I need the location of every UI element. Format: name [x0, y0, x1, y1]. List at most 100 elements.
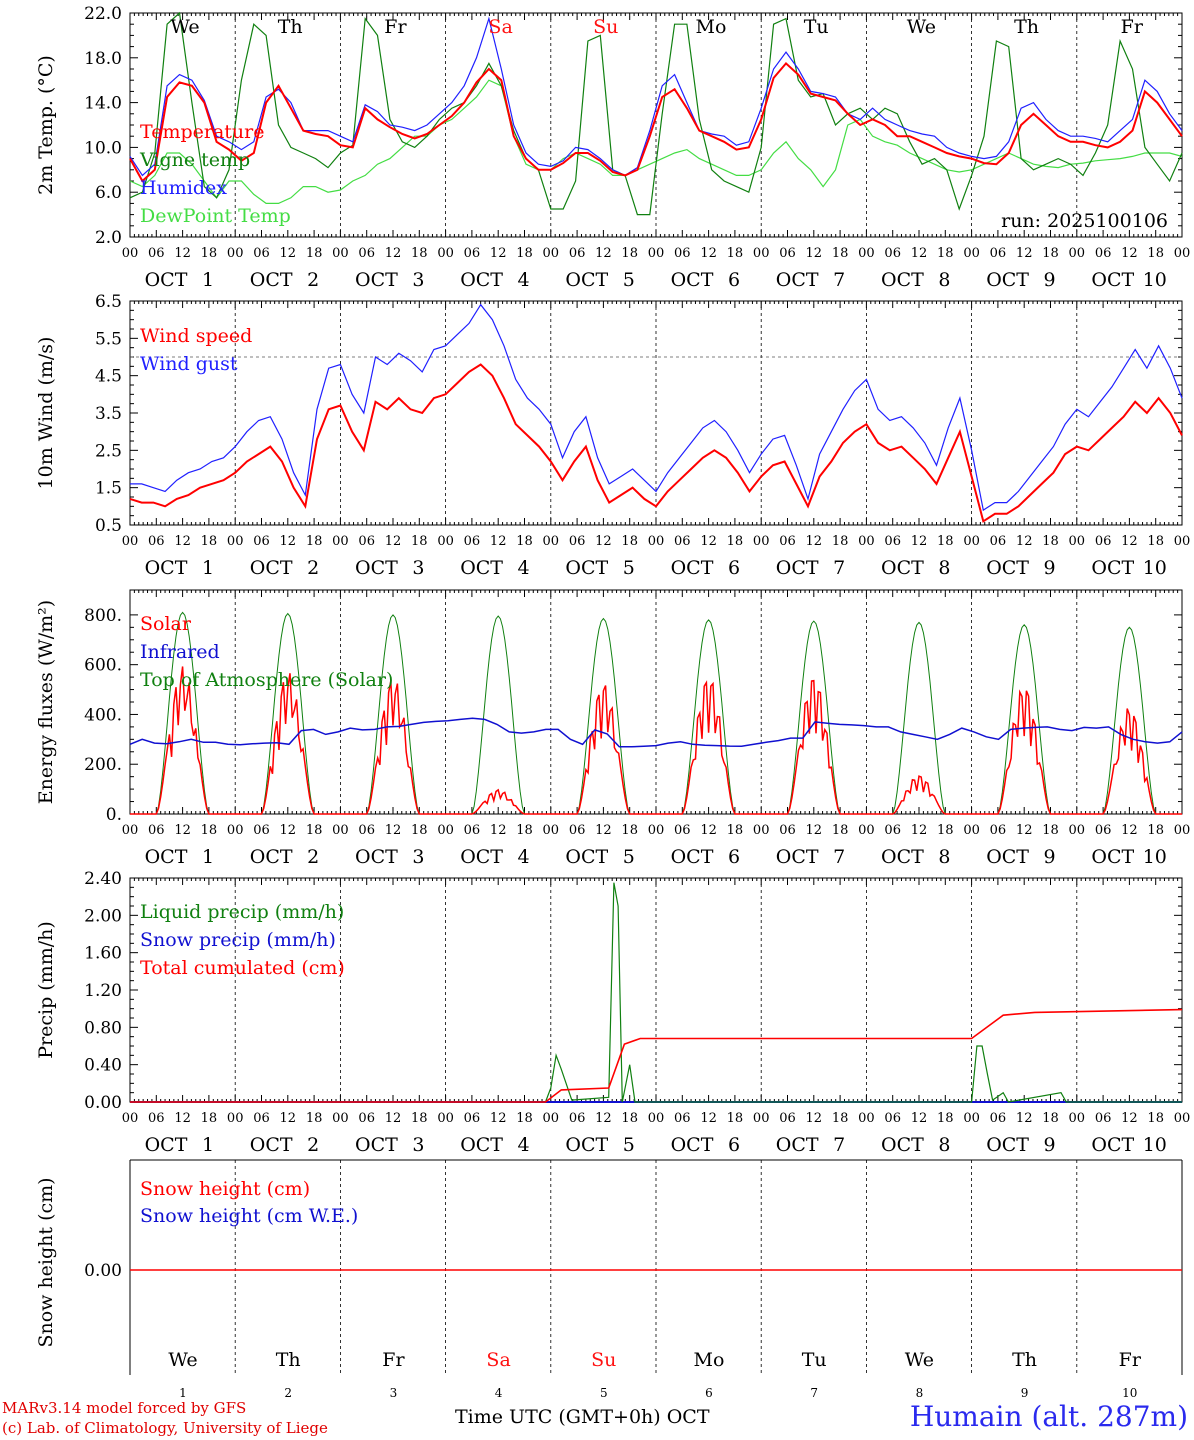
x-hour-label: 00 — [858, 534, 875, 549]
x-hour-label: 12 — [806, 1111, 823, 1126]
x-hour-label: 00 — [437, 534, 454, 549]
y-tick-label: 0.5 — [95, 516, 122, 536]
weekday-label: Sa — [486, 1349, 510, 1371]
y-tick-label: 400. — [84, 705, 122, 725]
x-hour-label: 12 — [490, 246, 507, 261]
weekday-label: Mo — [694, 1349, 725, 1371]
x-date-label: 6 — [728, 1134, 740, 1156]
x-hour-label: 06 — [990, 1111, 1007, 1126]
x-hour-label: 12 — [1016, 246, 1033, 261]
x-month-label: OCT — [1091, 846, 1134, 868]
x-hour-label: 06 — [674, 534, 691, 549]
y-axis-label: Energy fluxes (W/m²) — [35, 600, 57, 804]
y-tick-label: 200. — [84, 755, 122, 775]
x-month-label: OCT — [250, 846, 293, 868]
x-hour-label: 12 — [911, 246, 928, 261]
x-hour-label: 18 — [727, 823, 744, 838]
series-vigne-temp — [129, 11, 1183, 216]
x-date-label: 1 — [202, 269, 214, 291]
weekday-label: Tu — [802, 1349, 827, 1371]
date-number: 10 — [1122, 1386, 1137, 1400]
y-tick-label: 0.00 — [84, 1261, 122, 1281]
y-tick-label: 10.0 — [84, 138, 122, 158]
x-date-label: 5 — [623, 557, 635, 579]
x-hour-label: 06 — [779, 1111, 796, 1126]
x-hour-label: 18 — [621, 246, 638, 261]
x-hour-label: 12 — [911, 823, 928, 838]
legend-entry: Total cumulated (cm) — [140, 957, 345, 979]
y-tick-label: 6.5 — [95, 292, 122, 312]
series-infrared — [129, 717, 1183, 748]
x-month-label: OCT — [460, 269, 503, 291]
x-hour-label: 18 — [832, 823, 849, 838]
x-date-label: 4 — [518, 557, 530, 579]
x-month-label: OCT — [1091, 1134, 1134, 1156]
temperature-panel: 2.0 6.0 10.0 14.0 18.0 22.0 2m Temp. (°C) Tempe… — [35, 4, 1190, 291]
x-hour-label: 06 — [148, 1111, 165, 1126]
weekday-label: Su — [591, 1349, 616, 1371]
x-hour-label: 18 — [201, 823, 218, 838]
x-hour-label: 06 — [358, 534, 375, 549]
x-hour-label: 18 — [306, 823, 323, 838]
x-hour-label: 18 — [832, 534, 849, 549]
x-date-label: 9 — [1044, 269, 1056, 291]
x-hour-label: 00 — [753, 534, 770, 549]
x-hour-label: 12 — [700, 823, 717, 838]
x-month-label: OCT — [776, 846, 819, 868]
weekday-label: We — [168, 1349, 197, 1371]
x-date-label: 9 — [1044, 557, 1056, 579]
x-hour-label: 06 — [884, 823, 901, 838]
x-hour-label: 12 — [385, 823, 402, 838]
x-hour-label: 18 — [1042, 1111, 1059, 1126]
y-tick-label: 18.0 — [84, 49, 122, 69]
legend-entry: Temperature — [140, 121, 264, 143]
x-hour-label: 12 — [806, 823, 823, 838]
legend-entry: Humidex — [140, 177, 227, 199]
x-month-label: OCT — [776, 1134, 819, 1156]
x-hour-label: 12 — [280, 534, 297, 549]
x-hour-label: 12 — [280, 1111, 297, 1126]
x-hour-label: 12 — [806, 534, 823, 549]
weekday-label: Tu — [804, 16, 829, 38]
x-month-label: OCT — [671, 846, 714, 868]
x-date-label: 3 — [412, 557, 424, 579]
x-hour-label: 06 — [674, 823, 691, 838]
x-month-label: OCT — [986, 846, 1029, 868]
x-hour-label: 12 — [174, 534, 191, 549]
y-tick-label: 0. — [106, 805, 122, 825]
x-hour-label: 00 — [227, 534, 244, 549]
weekday-label: We — [905, 1349, 934, 1371]
x-hour-label: 18 — [832, 1111, 849, 1126]
x-month-label: OCT — [250, 269, 293, 291]
x-date-label: 8 — [938, 557, 950, 579]
x-month-label: OCT — [986, 269, 1029, 291]
y-tick-label: 22.0 — [84, 4, 122, 24]
energy-panel: 0. 200. 400. 600. 800. Energy fluxes (W/m²) So… — [35, 589, 1190, 868]
weekday-label: We — [170, 16, 199, 38]
x-hour-label: 18 — [411, 246, 428, 261]
y-tick-label: 0.40 — [84, 1056, 122, 1076]
y-axis-label: Snow height (cm) — [35, 1177, 57, 1347]
x-hour-label: 00 — [858, 1111, 875, 1126]
legend-entry: Wind speed — [140, 325, 252, 347]
x-hour-label: 18 — [201, 246, 218, 261]
x-hour-label: 06 — [148, 246, 165, 261]
legend-entry: Snow height (cm W.E.) — [140, 1205, 358, 1227]
x-date-label: 9 — [1044, 846, 1056, 868]
x-hour-label: 06 — [779, 246, 796, 261]
meteogram: 2.0 6.0 10.0 14.0 18.0 22.0 2m Temp. (°C) Tempe… — [35, 4, 1190, 1400]
run-annotation: run: 2025100106 — [1001, 210, 1168, 232]
x-hour-label: 00 — [122, 823, 139, 838]
x-date-label: 1 — [202, 1134, 214, 1156]
x-date-label: 4 — [518, 269, 530, 291]
x-hour-label: 18 — [411, 823, 428, 838]
x-date-label: 7 — [833, 846, 845, 868]
x-month-label: OCT — [145, 1134, 188, 1156]
x-hour-label: 00 — [858, 246, 875, 261]
x-hour-label: 00 — [753, 1111, 770, 1126]
x-month-label: OCT — [145, 846, 188, 868]
series-wind-gust — [130, 303, 1183, 512]
x-month-label: OCT — [460, 1134, 503, 1156]
x-hour-label: 12 — [490, 534, 507, 549]
x-hour-label: 12 — [595, 246, 612, 261]
